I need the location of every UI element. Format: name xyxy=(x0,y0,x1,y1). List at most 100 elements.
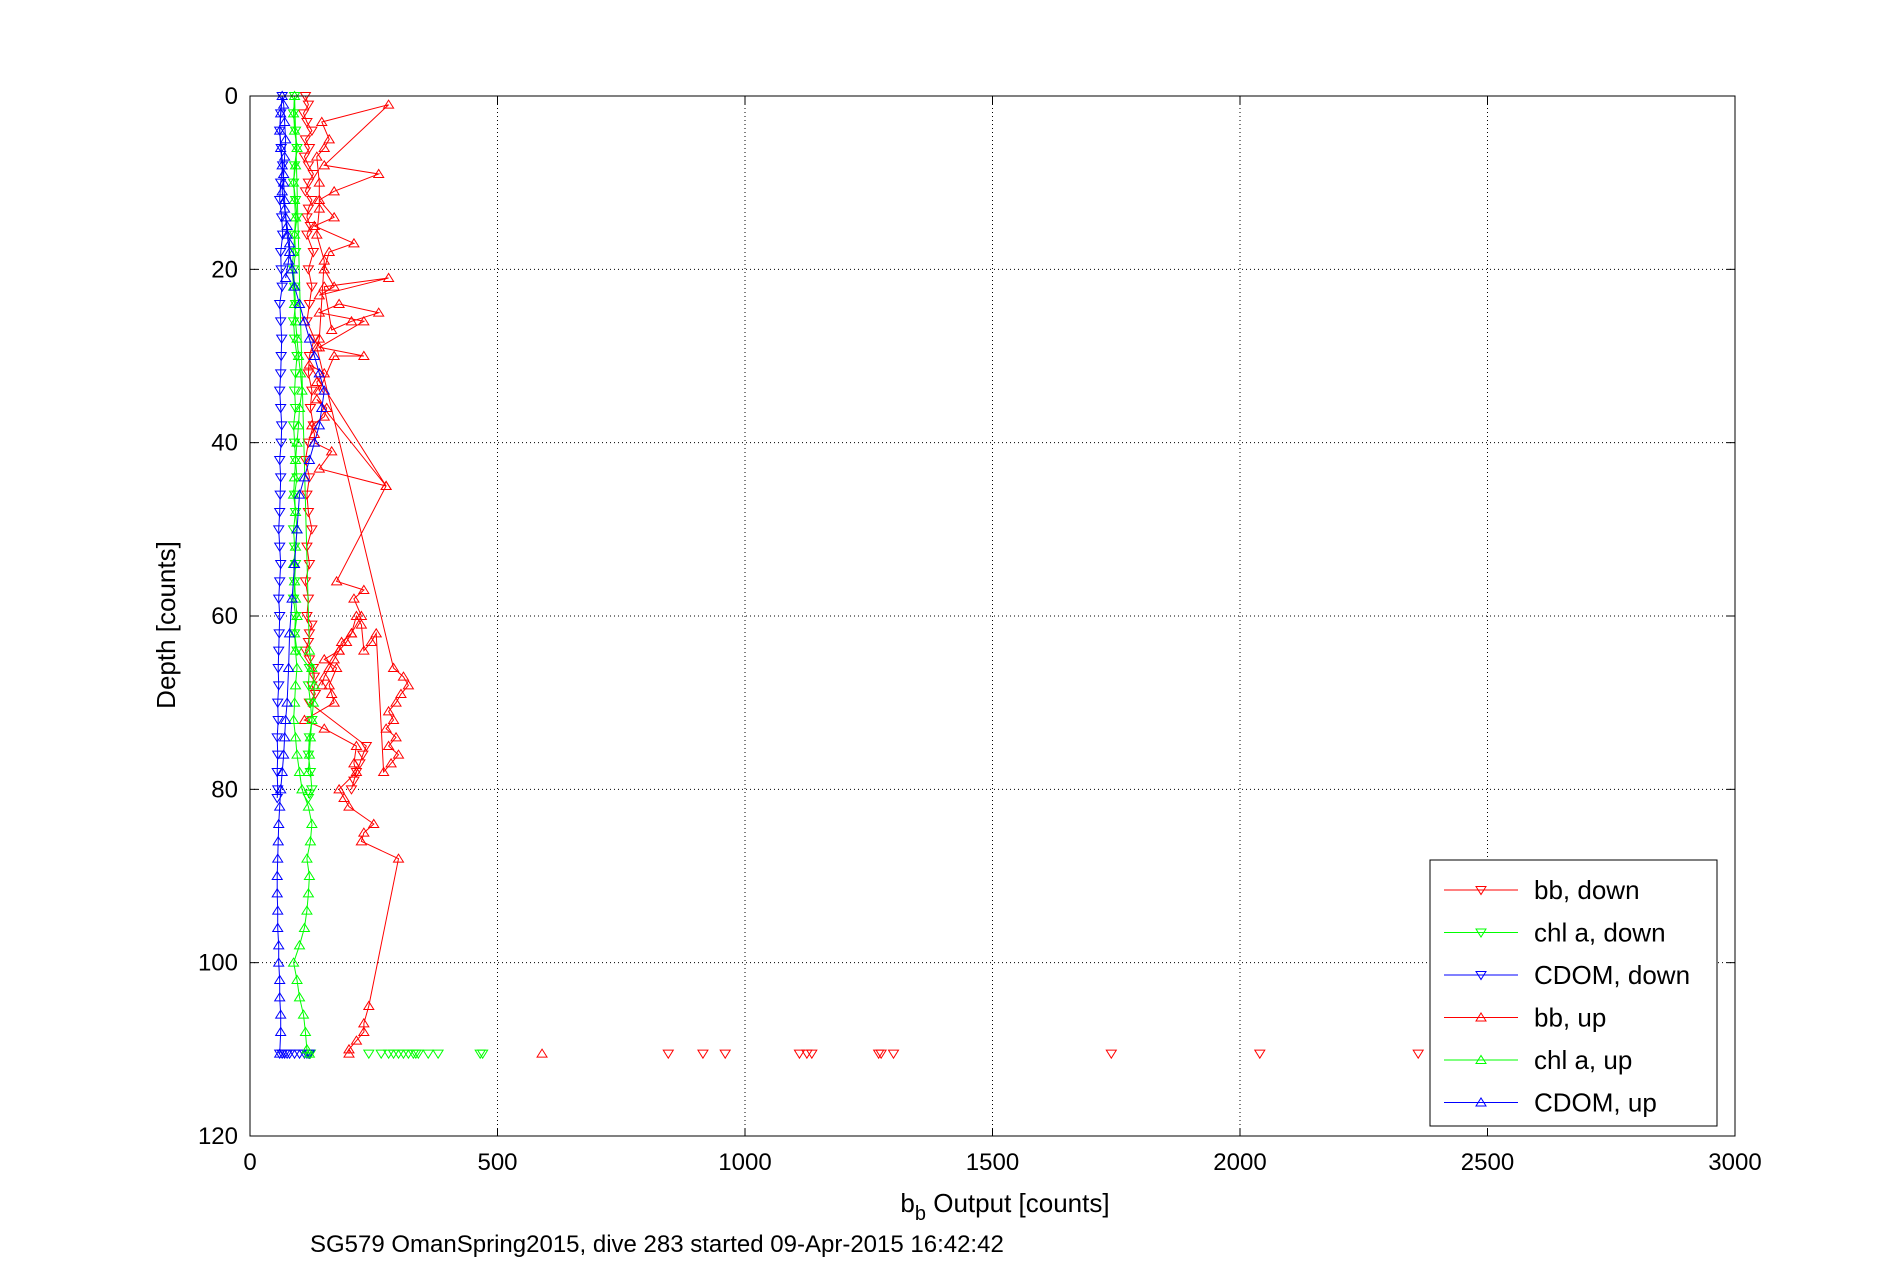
data-point xyxy=(305,620,318,631)
legend-item: chl a, up xyxy=(1444,1045,1632,1075)
data-point xyxy=(273,508,286,518)
data-point xyxy=(301,1043,313,1054)
legend: bb, down chl a, down CDOM, down bb, up chl a… xyxy=(1429,859,1718,1127)
data-point xyxy=(307,248,320,258)
series-layer xyxy=(271,90,1425,1060)
data-point xyxy=(272,594,285,605)
data-point xyxy=(286,263,298,274)
data-point xyxy=(271,870,284,880)
legend-label: CDOM, down xyxy=(1534,960,1690,990)
data-point xyxy=(302,801,315,811)
data-point xyxy=(281,697,294,707)
series-line xyxy=(302,95,367,790)
data-point xyxy=(273,577,286,587)
data-point xyxy=(357,1017,370,1028)
data-point xyxy=(274,369,287,379)
data-point xyxy=(357,315,370,326)
data-point xyxy=(296,385,308,395)
data-point xyxy=(279,211,292,222)
data-point xyxy=(325,324,338,334)
data-point xyxy=(281,220,294,230)
data-point xyxy=(302,887,315,898)
data-point xyxy=(291,142,303,152)
series-line xyxy=(276,95,325,1054)
y-tick-label: 120 xyxy=(198,1123,238,1150)
dive-caption: SG579 OmanSpring2015, dive 283 started 0… xyxy=(310,1231,1004,1258)
scatter-point xyxy=(375,1049,388,1060)
scatter-point xyxy=(662,1049,675,1060)
scatter-point xyxy=(872,1049,885,1060)
data-point xyxy=(299,456,312,466)
data-point xyxy=(275,213,288,223)
legend-marker xyxy=(1475,928,1487,938)
data-point xyxy=(271,922,284,932)
data-point xyxy=(310,341,323,352)
data-point xyxy=(283,627,296,638)
data-point xyxy=(291,213,303,223)
data-point xyxy=(382,99,395,109)
x-tick-label: 1500 xyxy=(966,1149,1019,1176)
data-point xyxy=(367,818,380,828)
data-point xyxy=(287,421,300,431)
data-point xyxy=(303,870,316,880)
data-point xyxy=(328,697,341,707)
data-point xyxy=(325,688,338,698)
data-point xyxy=(303,359,316,369)
data-point xyxy=(318,411,331,421)
data-point xyxy=(291,523,303,534)
data-point xyxy=(274,248,287,258)
data-point xyxy=(274,142,287,152)
data-point xyxy=(350,768,363,778)
data-point xyxy=(286,593,298,603)
scatter-point xyxy=(719,1049,732,1060)
data-point xyxy=(293,991,306,1002)
data-point xyxy=(304,768,317,778)
data-point xyxy=(302,638,315,648)
scatter-point xyxy=(697,1049,709,1060)
tick-labels: 0 500 1000 1500 2000 2500 3000 0 20 40 60 80 100 120 xyxy=(198,83,1762,1176)
data-point xyxy=(288,697,301,707)
data-point xyxy=(289,679,302,690)
data-point xyxy=(301,230,313,241)
data-point xyxy=(272,646,285,657)
grid-lines xyxy=(250,96,1735,1136)
series-line xyxy=(276,95,284,799)
data-point xyxy=(272,939,285,950)
data-point xyxy=(357,827,370,837)
data-point xyxy=(281,229,294,239)
data-point xyxy=(303,333,316,343)
data-point xyxy=(301,490,313,501)
data-point xyxy=(304,835,317,846)
data-point xyxy=(301,118,313,128)
data-point xyxy=(293,939,306,950)
data-point xyxy=(303,454,316,464)
data-point xyxy=(380,480,393,490)
data-point xyxy=(348,237,360,248)
data-point xyxy=(377,766,390,776)
data-point xyxy=(273,125,286,135)
data-point xyxy=(288,281,301,291)
data-point xyxy=(318,281,331,291)
data-point xyxy=(274,404,287,414)
data-point xyxy=(355,619,368,629)
data-point xyxy=(287,177,300,187)
data-point xyxy=(279,133,292,144)
data-point xyxy=(303,645,316,655)
data-point xyxy=(397,671,410,681)
data-point xyxy=(276,159,289,170)
x-axis-label: bb Output [counts] xyxy=(900,1188,1109,1225)
legend-label: chl a, down xyxy=(1534,918,1666,948)
data-point xyxy=(382,705,395,716)
data-point xyxy=(278,731,291,742)
data-point xyxy=(279,714,292,724)
data-point xyxy=(328,281,341,291)
data-point xyxy=(272,681,285,691)
data-point xyxy=(302,100,315,111)
data-point xyxy=(297,1009,310,1019)
data-point xyxy=(277,99,290,109)
data-point xyxy=(343,1043,355,1054)
data-point xyxy=(348,776,360,787)
data-point xyxy=(291,610,303,620)
data-point xyxy=(305,282,318,293)
data-point xyxy=(293,766,306,776)
